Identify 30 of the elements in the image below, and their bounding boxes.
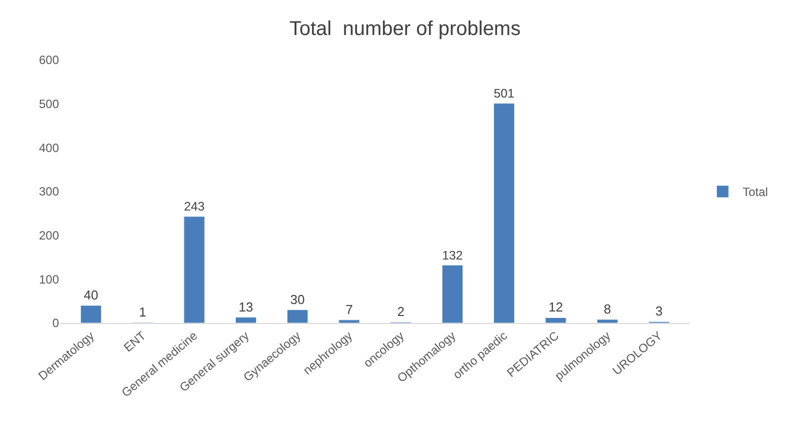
data-label: 132 (442, 248, 463, 262)
y-tick-label: 100 (38, 272, 60, 286)
y-tick-label: 600 (38, 53, 60, 68)
data-label: 243 (184, 200, 205, 214)
data-label: 7 (346, 302, 353, 317)
data-label: 40 (84, 287, 98, 302)
bar (286, 310, 308, 323)
data-label: 13 (238, 299, 254, 314)
y-tick-label: 0 (52, 316, 60, 330)
data-label: 3 (655, 304, 663, 319)
y-tick-label: 400 (38, 140, 60, 155)
data-label: 501 (494, 86, 515, 101)
bar (596, 319, 618, 323)
bar (545, 317, 566, 323)
bar (235, 317, 256, 323)
bar (494, 103, 515, 323)
data-label: 30 (290, 292, 305, 307)
data-label: 8 (604, 301, 611, 316)
y-tick-label: 500 (38, 97, 60, 112)
data-label: 2 (397, 304, 404, 320)
bar (184, 216, 205, 323)
chart-title: Total number of problems (289, 18, 521, 40)
data-label: 12 (548, 300, 563, 315)
y-tick-label: 300 (38, 184, 60, 199)
bar (338, 320, 360, 323)
bar (80, 305, 102, 323)
bar (442, 264, 464, 323)
legend-label: Total (742, 185, 768, 200)
y-tick-label: 200 (38, 228, 60, 243)
data-label: 1 (139, 304, 146, 320)
